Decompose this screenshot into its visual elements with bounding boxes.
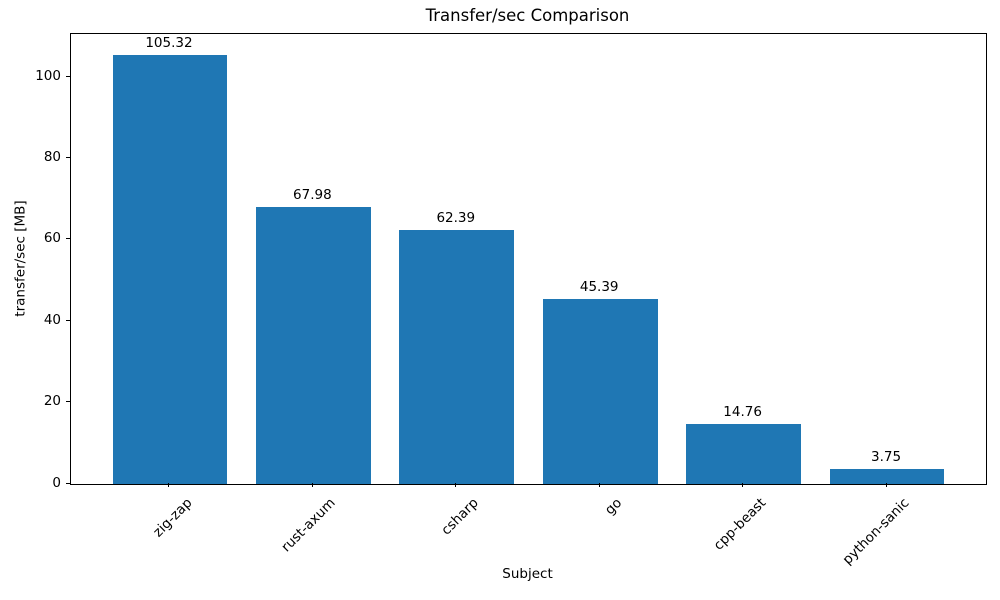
x-tick-mark bbox=[885, 483, 887, 487]
y-tick-label: 0 bbox=[52, 474, 61, 491]
y-tick-mark bbox=[66, 401, 70, 403]
plot-area bbox=[70, 33, 987, 485]
bar-value-label: 67.98 bbox=[293, 187, 332, 204]
x-tick-label: zig-zap bbox=[149, 495, 196, 541]
x-tick-mark bbox=[455, 483, 457, 487]
y-tick-mark bbox=[66, 238, 70, 240]
x-axis-label: Subject bbox=[502, 566, 553, 582]
y-tick-mark bbox=[66, 482, 70, 484]
chart-title: Transfer/sec Comparison bbox=[425, 6, 630, 25]
y-tick-mark bbox=[66, 156, 70, 158]
y-axis-label: transfer/sec [MB] bbox=[12, 200, 29, 317]
x-tick-mark bbox=[742, 483, 744, 487]
bar-go bbox=[542, 299, 658, 484]
bar-cpp-beast bbox=[686, 423, 801, 484]
bar-value-label: 3.75 bbox=[871, 448, 902, 465]
bar-python-sanic bbox=[829, 468, 945, 484]
bar-zig-zap bbox=[112, 55, 228, 484]
bar-value-label: 105.32 bbox=[145, 35, 193, 52]
y-tick-label: 80 bbox=[43, 148, 61, 165]
y-tick-label: 60 bbox=[43, 230, 61, 247]
x-tick-label: go bbox=[602, 495, 626, 519]
x-tick-label: python-sanic bbox=[839, 495, 913, 568]
x-tick-label: csharp bbox=[438, 495, 483, 539]
y-tick-mark bbox=[66, 319, 70, 321]
bar-value-label: 62.39 bbox=[436, 210, 476, 227]
x-tick-mark bbox=[311, 483, 313, 487]
y-tick-label: 40 bbox=[43, 311, 61, 328]
bar-value-label: 45.39 bbox=[579, 279, 619, 296]
bar-rust-axum bbox=[256, 207, 371, 484]
x-tick-label: rust-axum bbox=[278, 495, 339, 556]
y-tick-label: 20 bbox=[43, 393, 61, 410]
y-tick-label: 100 bbox=[35, 67, 61, 84]
x-tick-label: cpp-beast bbox=[710, 495, 769, 554]
y-tick-mark bbox=[66, 75, 70, 77]
bar-value-label: 14.76 bbox=[723, 403, 762, 420]
x-tick-mark bbox=[598, 483, 600, 487]
x-tick-mark bbox=[168, 483, 170, 487]
bar-csharp bbox=[399, 230, 515, 484]
